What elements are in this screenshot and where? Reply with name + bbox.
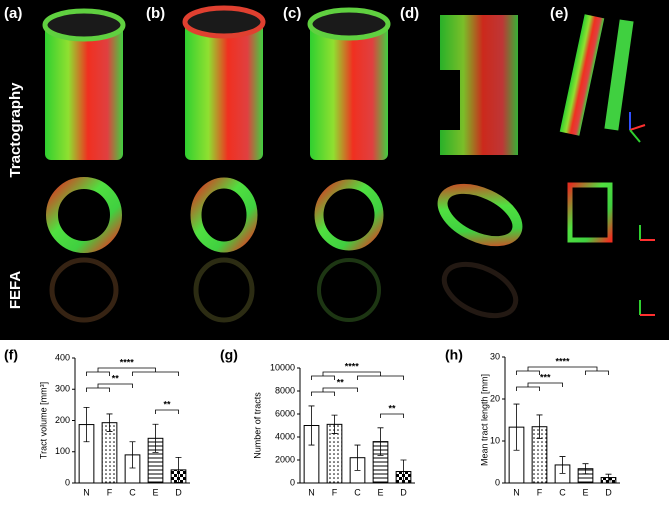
y-tick-label: 20 bbox=[490, 393, 500, 403]
significance-bracket bbox=[516, 366, 609, 375]
panel-label: (d) bbox=[400, 5, 419, 22]
y-axis-label: Tract volume [mm³] bbox=[38, 382, 48, 459]
error-bar bbox=[582, 463, 589, 475]
x-tick-label: N bbox=[83, 487, 90, 497]
significance-bracket bbox=[380, 413, 404, 418]
error-bar bbox=[129, 441, 136, 469]
x-tick-label: C bbox=[559, 487, 566, 497]
y-tick-label: 0 bbox=[65, 477, 70, 487]
row-label: Tractography bbox=[7, 82, 24, 178]
y-tick-label: 30 bbox=[490, 351, 500, 361]
y-tick-label: 300 bbox=[55, 384, 70, 394]
error-bar bbox=[106, 413, 113, 432]
panel-label: (a) bbox=[4, 5, 22, 22]
x-tick-label: C bbox=[129, 487, 136, 497]
error-bar bbox=[152, 423, 159, 453]
error-bar bbox=[400, 459, 407, 484]
y-axis-label: Mean tract length [mm] bbox=[479, 374, 489, 466]
significance-label: **** bbox=[345, 361, 360, 371]
x-tick-label: N bbox=[513, 487, 520, 497]
x-tick-label: F bbox=[332, 487, 338, 497]
x-tick-label: C bbox=[354, 487, 361, 497]
y-tick-label: 200 bbox=[55, 415, 70, 425]
rings bbox=[46, 177, 655, 323]
panel-label: (g) bbox=[220, 347, 238, 363]
error-bar bbox=[331, 414, 338, 434]
significance-bracket bbox=[516, 382, 563, 391]
significance-label: **** bbox=[555, 356, 570, 366]
x-tick-label: D bbox=[605, 487, 612, 497]
significance-bracket bbox=[86, 367, 179, 376]
error-bar bbox=[605, 473, 612, 482]
cylinders bbox=[42, 5, 646, 160]
error-bar bbox=[559, 456, 566, 474]
significance-label: ** bbox=[388, 403, 396, 413]
y-tick-label: 6000 bbox=[275, 408, 295, 418]
error-bar bbox=[354, 444, 361, 471]
x-tick-label: F bbox=[107, 487, 113, 497]
significance-label: ** bbox=[337, 377, 345, 387]
error-bar bbox=[308, 405, 315, 446]
y-tick-label: 10 bbox=[490, 435, 500, 445]
significance-bracket bbox=[311, 371, 404, 380]
significance-label: *** bbox=[540, 372, 551, 382]
x-tick-label: D bbox=[175, 487, 182, 497]
y-tick-label: 0 bbox=[495, 477, 500, 487]
significance-bracket bbox=[86, 383, 133, 392]
panel-label: (c) bbox=[283, 5, 301, 22]
panel-label: (e) bbox=[550, 5, 568, 22]
x-tick-label: E bbox=[582, 487, 588, 497]
y-tick-label: 10000 bbox=[270, 362, 295, 372]
error-bar bbox=[536, 414, 543, 439]
y-tick-label: 0 bbox=[290, 477, 295, 487]
significance-label: **** bbox=[120, 357, 135, 367]
x-tick-label: D bbox=[400, 487, 407, 497]
significance-bracket bbox=[311, 387, 358, 396]
significance-label: ** bbox=[112, 373, 120, 383]
error-bar bbox=[513, 403, 520, 451]
significance-bracket bbox=[155, 409, 179, 414]
panel-label: (b) bbox=[146, 5, 165, 22]
panel-label: (h) bbox=[445, 347, 463, 363]
y-tick-label: 8000 bbox=[275, 385, 295, 395]
x-tick-label: E bbox=[377, 487, 383, 497]
error-bar bbox=[377, 427, 384, 456]
y-tick-label: 4000 bbox=[275, 431, 295, 441]
x-tick-label: E bbox=[152, 487, 158, 497]
y-tick-label: 100 bbox=[55, 446, 70, 456]
error-bar bbox=[83, 406, 90, 443]
error-bar bbox=[175, 456, 182, 483]
panel-label: (f) bbox=[4, 347, 18, 363]
x-tick-label: N bbox=[308, 487, 315, 497]
row-label: FEFA bbox=[7, 271, 24, 310]
y-tick-label: 400 bbox=[55, 352, 70, 362]
x-tick-label: F bbox=[537, 487, 543, 497]
significance-label: ** bbox=[163, 399, 171, 409]
y-tick-label: 2000 bbox=[275, 454, 295, 464]
y-axis-label: Number of tracts bbox=[252, 392, 262, 459]
